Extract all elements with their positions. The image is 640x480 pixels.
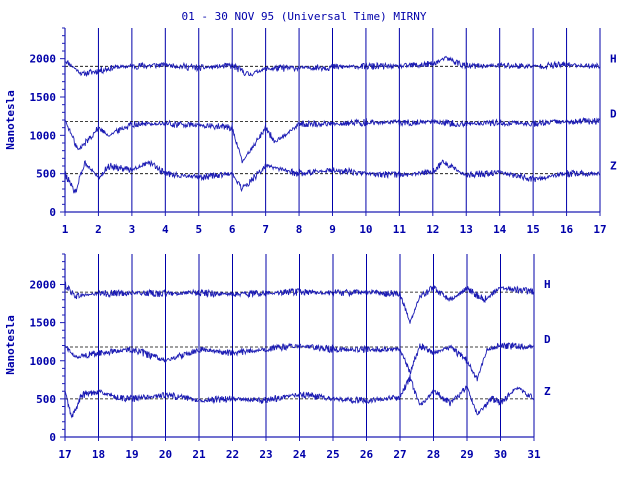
series-d-label: D bbox=[544, 333, 551, 346]
y-tick-label: 0 bbox=[49, 206, 56, 219]
x-tick-label: 24 bbox=[293, 448, 307, 461]
series-h-trace bbox=[64, 55, 601, 78]
x-tick-label: 29 bbox=[460, 448, 473, 461]
y-tick-label: 500 bbox=[36, 393, 56, 406]
y-tick-label: 1000 bbox=[30, 355, 57, 368]
y-axis-label: Nanotesla bbox=[4, 315, 17, 375]
chart-title: 01 - 30 NOV 95 (Universal Time) MIRNY bbox=[181, 10, 426, 23]
x-tick-label: 8 bbox=[296, 223, 303, 236]
series-d-trace bbox=[64, 342, 534, 382]
x-tick-label: 10 bbox=[359, 223, 372, 236]
x-tick-label: 14 bbox=[493, 223, 507, 236]
x-tick-label: 17 bbox=[58, 448, 71, 461]
x-tick-label: 3 bbox=[129, 223, 136, 236]
x-tick-label: 18 bbox=[92, 448, 105, 461]
y-tick-label: 500 bbox=[36, 168, 56, 181]
series-h-label: H bbox=[610, 52, 617, 65]
series-z-trace bbox=[64, 374, 535, 419]
x-tick-label: 1 bbox=[62, 223, 69, 236]
x-tick-label: 22 bbox=[226, 448, 239, 461]
y-tick-label: 2000 bbox=[30, 279, 57, 292]
series-d-label: D bbox=[610, 108, 617, 121]
y-tick-label: 1500 bbox=[30, 91, 57, 104]
x-tick-label: 4 bbox=[162, 223, 169, 236]
x-tick-label: 15 bbox=[527, 223, 540, 236]
series-h-label: H bbox=[544, 278, 551, 291]
y-tick-label: 0 bbox=[49, 431, 56, 444]
x-tick-label: 13 bbox=[460, 223, 473, 236]
series-d-trace bbox=[64, 116, 601, 164]
y-tick-label: 1000 bbox=[30, 129, 57, 142]
x-tick-label: 27 bbox=[393, 448, 406, 461]
lower-panel: 0 500 1000 1500 2000 17 18 19 20 21 22 23 24 25 26 27 28… bbox=[4, 253, 551, 461]
series-z-trace bbox=[64, 159, 601, 194]
x-tick-label: 21 bbox=[192, 448, 206, 461]
series-z-label: Z bbox=[610, 160, 617, 173]
x-tick-label: 20 bbox=[159, 448, 172, 461]
x-tick-label: 26 bbox=[360, 448, 374, 461]
y-axis-label: Nanotesla bbox=[4, 90, 17, 150]
x-tick-label: 25 bbox=[326, 448, 339, 461]
x-tick-label: 30 bbox=[494, 448, 507, 461]
y-tick-label: 1500 bbox=[30, 317, 57, 330]
x-tick-label: 2 bbox=[95, 223, 102, 236]
x-tick-label: 12 bbox=[426, 223, 439, 236]
x-tick-label: 5 bbox=[195, 223, 202, 236]
x-tick-label: 7 bbox=[262, 223, 269, 236]
x-tick-label: 16 bbox=[560, 223, 574, 236]
x-tick-label: 31 bbox=[527, 448, 541, 461]
x-tick-label: 6 bbox=[229, 223, 236, 236]
series-h-trace bbox=[64, 281, 535, 324]
y-tick-label: 2000 bbox=[30, 53, 57, 66]
x-tick-label: 17 bbox=[593, 223, 606, 236]
x-tick-label: 11 bbox=[393, 223, 407, 236]
x-tick-label: 23 bbox=[259, 448, 272, 461]
series-z-label: Z bbox=[544, 385, 551, 398]
x-tick-label: 19 bbox=[125, 448, 138, 461]
x-tick-label: 9 bbox=[329, 223, 336, 236]
x-tick-label: 28 bbox=[427, 448, 440, 461]
